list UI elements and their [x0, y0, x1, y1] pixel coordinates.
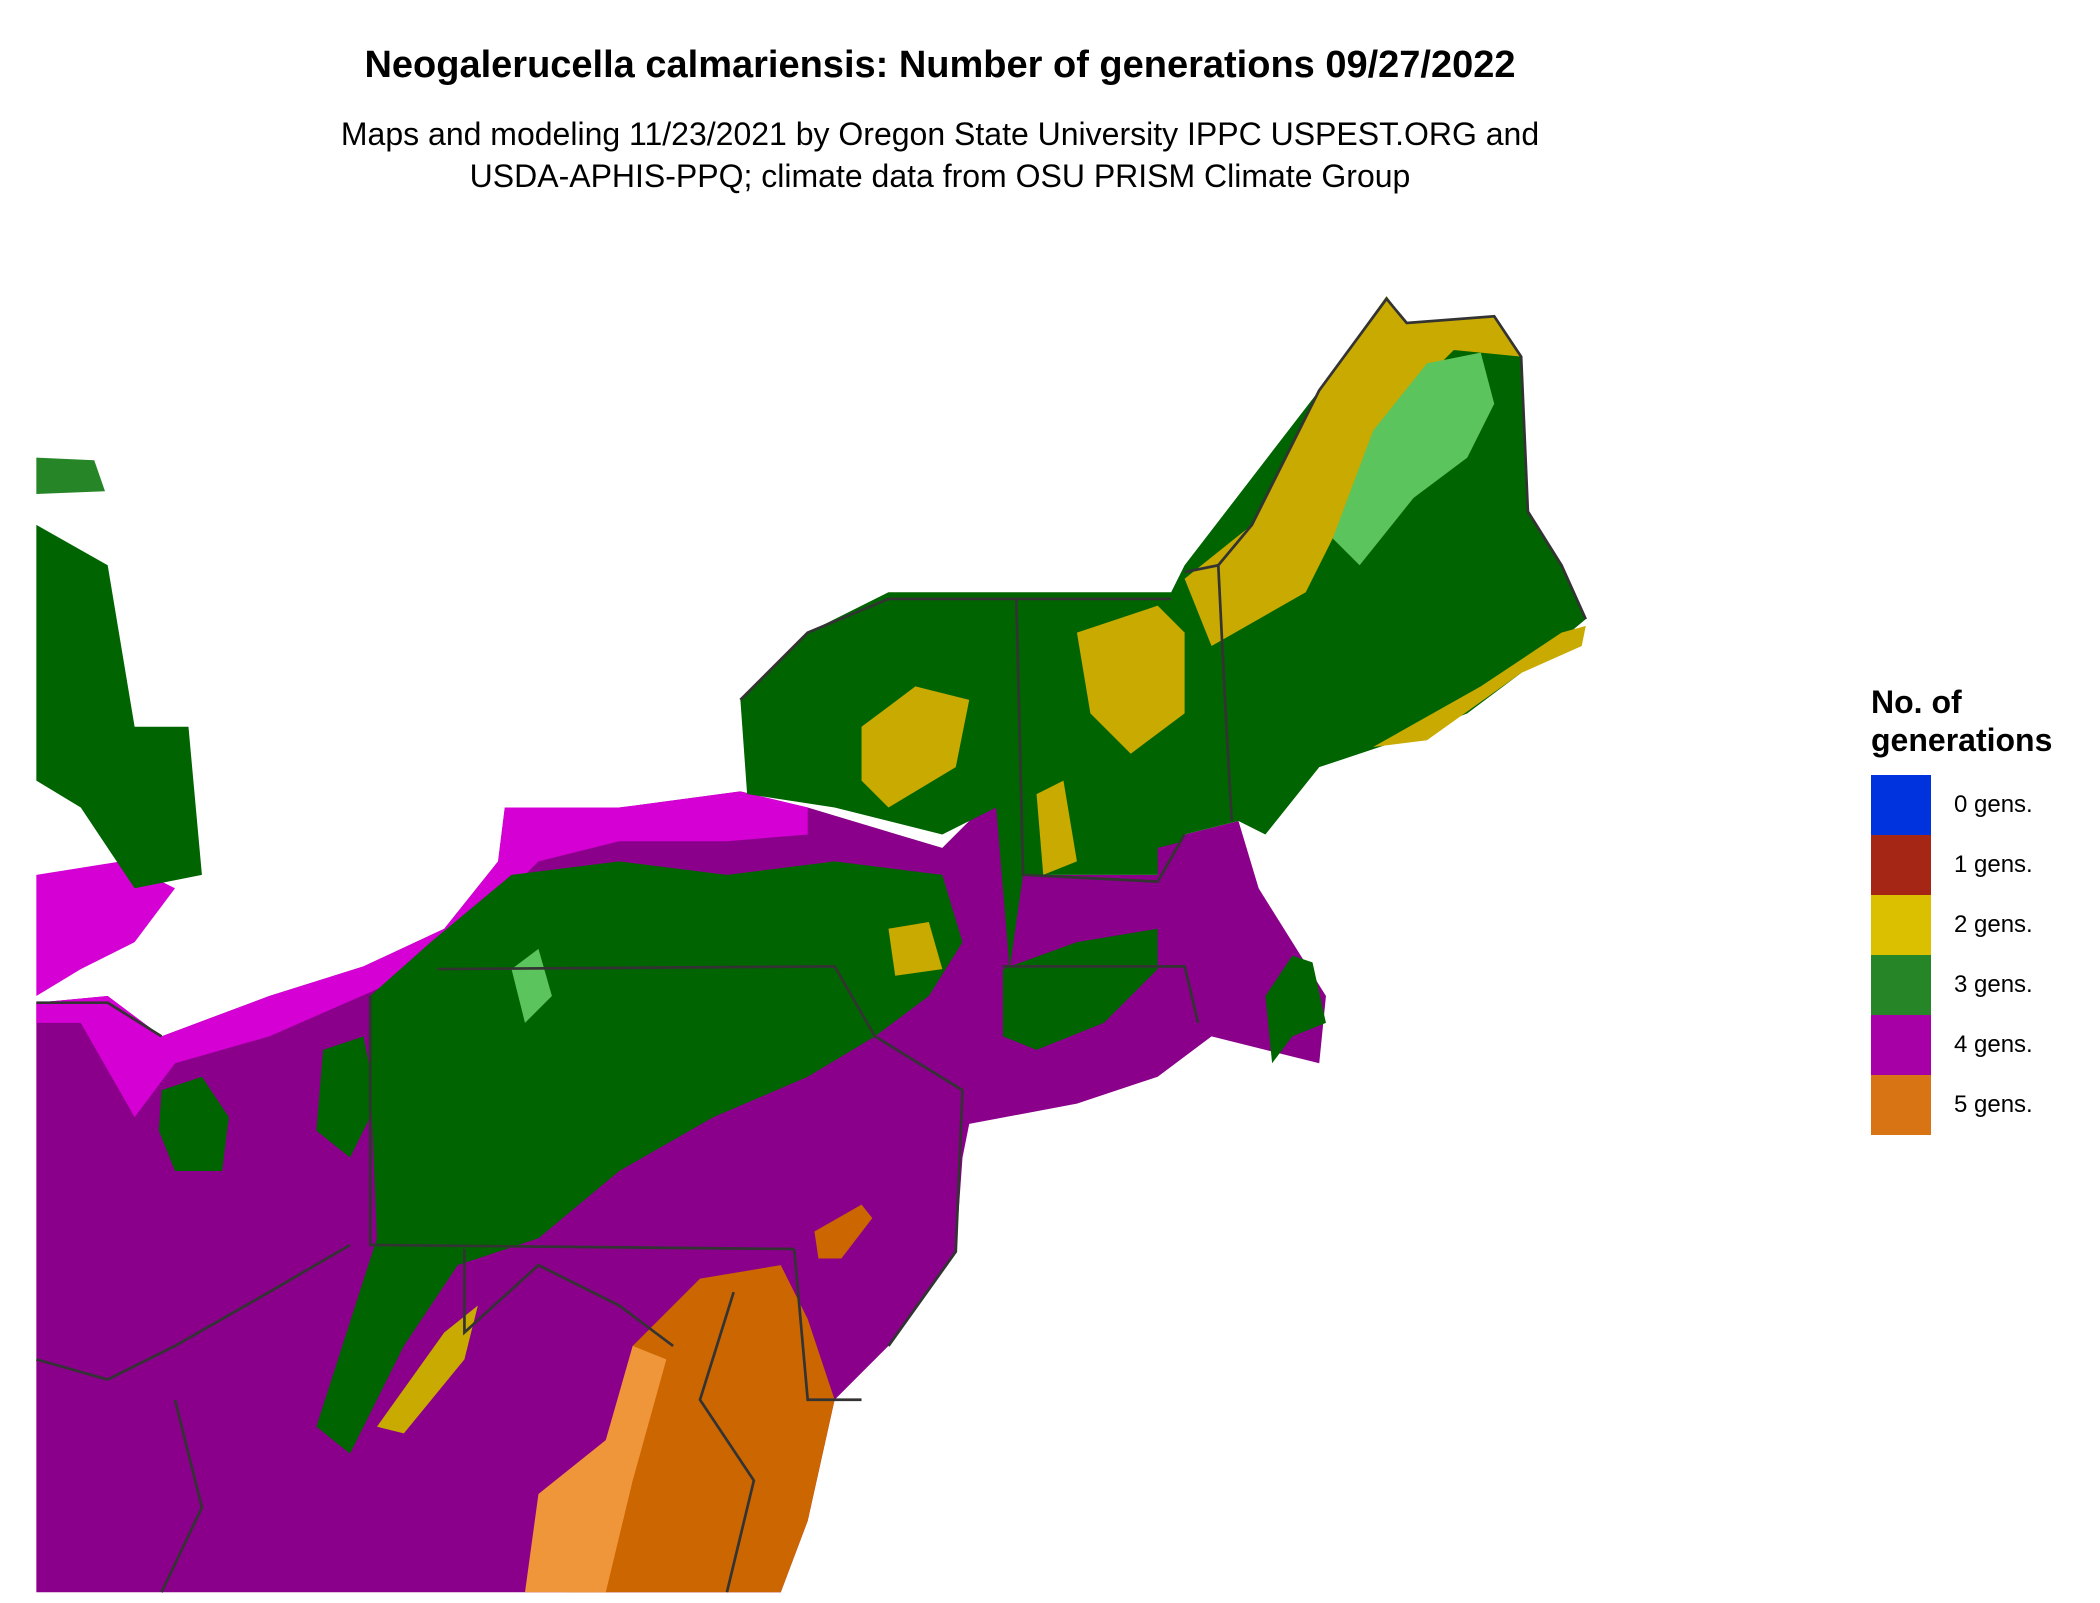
map-title: Neogalerucella calmariensis: Number of g… — [364, 44, 1516, 86]
legend-items: 0 gens. 1 gens. 2 gens. 3 gens. 4 gens. 5 gen… — [1871, 775, 2100, 1135]
region-2-gens-maine-coast — [1373, 625, 1586, 747]
legend-item: 3 gens. — [1871, 955, 2100, 1015]
legend-label: 4 gens. — [1954, 1031, 2033, 1058]
map-subtitle-line2: USDA-APHIS-PPQ; climate data from OSU PR… — [469, 158, 1411, 194]
legend-label: 5 gens. — [1954, 1091, 2033, 1118]
region-4-gens-ma — [1157, 827, 1259, 1037]
region-2-gens-va — [376, 1305, 478, 1434]
legend-item: 1 gens. — [1871, 835, 2100, 895]
legend-swatch — [1871, 955, 1931, 1015]
region-3-gens-ny-pa — [316, 861, 963, 1454]
legend: No. of generations 0 gens. 1 gens. 2 gens.… — [1871, 683, 2100, 1135]
region-4-gens-west-strip — [36, 861, 175, 996]
region-5-gens-light — [525, 1345, 667, 1593]
region-5-gens-nj — [814, 1204, 873, 1259]
region-2-gens-maine — [1184, 296, 1522, 647]
legend-title: No. of generations — [1871, 684, 2053, 758]
region-3-gens-top-left — [36, 457, 105, 494]
legend-label: 0 gens. — [1954, 791, 2033, 818]
region-2-gens-adirondacks — [861, 686, 970, 808]
region-2-gens-catskills — [888, 921, 943, 976]
region-2-gens-vt — [1036, 780, 1077, 875]
legend-label: 2 gens. — [1954, 911, 2033, 938]
legend-swatch — [1871, 835, 1931, 895]
legend-item: 4 gens. — [1871, 1015, 2100, 1075]
region-3-gens-cape-cod — [1265, 955, 1326, 1064]
legend-item: 0 gens. — [1871, 775, 2100, 835]
region-3-gens-michigan — [36, 524, 202, 889]
legend-label: 3 gens. — [1954, 971, 2033, 998]
legend-swatch — [1871, 895, 1931, 955]
region-3-gens-ohio-blob-2 — [316, 1036, 377, 1158]
legend-swatch — [1871, 775, 1931, 835]
legend-label: 1 gens. — [1954, 851, 2033, 878]
region-3-gens-ohio-blob — [158, 1076, 229, 1171]
region-2-gens-nh — [1076, 605, 1185, 754]
region-3-gens-ct-ma — [1002, 928, 1158, 1050]
legend-item: 2 gens. — [1871, 895, 2100, 955]
region-3-gens-light-maine — [1332, 352, 1495, 566]
legend-swatch — [1871, 1075, 1931, 1135]
map-subtitle-line1: Maps and modeling 11/23/2021 by Oregon S… — [340, 116, 1540, 152]
state-boundaries — [35, 296, 1587, 1593]
legend-swatch — [1871, 1015, 1931, 1075]
map-regions — [36, 296, 1586, 1593]
legend-item: 5 gens. — [1871, 1075, 2100, 1135]
